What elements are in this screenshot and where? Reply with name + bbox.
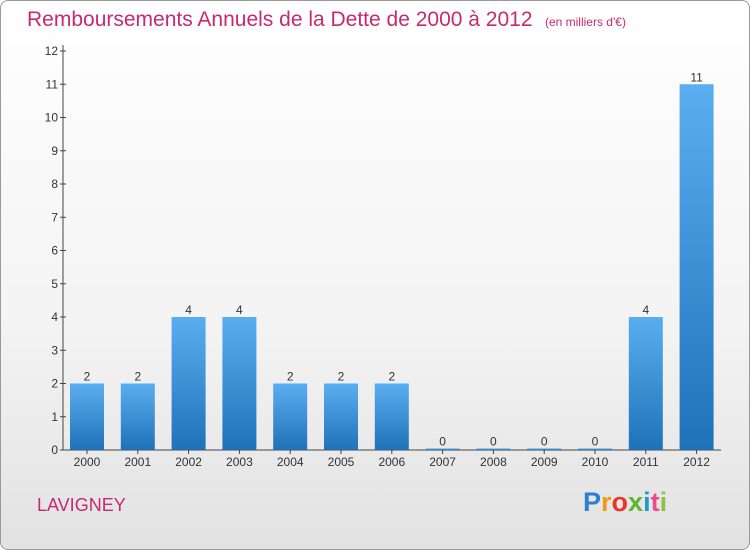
data-label: 2	[134, 370, 141, 384]
x-tick-label: 2003	[226, 455, 253, 469]
bar	[171, 317, 206, 450]
y-tick-label: 9	[51, 144, 58, 158]
bar	[679, 84, 714, 450]
data-label: 4	[185, 303, 192, 317]
y-tick-label: 5	[51, 277, 58, 291]
bar	[374, 383, 409, 450]
commune-name: LAVIGNEY	[37, 495, 126, 515]
y-tick-label: 10	[45, 111, 59, 125]
y-tick-label: 6	[51, 244, 58, 258]
x-tick-label: 2002	[175, 455, 202, 469]
x-tick-label: 2004	[277, 455, 304, 469]
bar	[120, 383, 155, 450]
data-label: 0	[490, 435, 497, 449]
chart-title-unit: (en milliers d'€)	[544, 15, 626, 29]
x-tick-label: 2000	[74, 455, 101, 469]
bar	[578, 448, 612, 450]
logo-letter: t	[650, 487, 660, 517]
proxiti-logo: Proxiti	[583, 487, 667, 518]
x-tick-label: 2001	[124, 455, 151, 469]
bar	[628, 317, 663, 450]
logo-letter: i	[643, 487, 651, 517]
bar	[527, 448, 562, 450]
logo-letter: r	[601, 487, 612, 517]
logo-letter: x	[628, 487, 644, 517]
bar	[476, 448, 511, 450]
bar	[273, 383, 308, 450]
data-label: 2	[84, 370, 91, 384]
data-label: 0	[541, 435, 548, 449]
x-tick-label: 2006	[378, 455, 405, 469]
chart-title-main: Remboursements Annuels de la Dette de 20…	[27, 8, 533, 31]
y-tick-label: 0	[51, 443, 58, 457]
y-tick-label: 3	[51, 343, 58, 357]
data-label: 0	[592, 435, 599, 449]
data-label: 11	[690, 70, 703, 84]
logo-letter: o	[611, 487, 629, 517]
chart-title: Remboursements Annuels de la Dette de 20…	[27, 8, 626, 32]
x-tick-label: 2005	[328, 455, 355, 469]
data-label: 4	[236, 303, 243, 317]
data-label: 2	[338, 370, 345, 384]
logo-letter: i	[659, 487, 668, 517]
y-tick-label: 4	[51, 310, 58, 324]
data-label: 2	[287, 370, 294, 384]
bar	[70, 383, 104, 450]
y-tick-label: 1	[51, 410, 58, 424]
y-tick-label: 7	[51, 210, 58, 224]
y-tick-label: 11	[46, 77, 59, 91]
y-tick-label: 2	[51, 377, 58, 391]
x-tick-label: 2008	[480, 455, 507, 469]
bar	[222, 317, 257, 450]
bar	[425, 448, 460, 450]
y-tick-label: 8	[51, 177, 58, 191]
data-label: 0	[439, 435, 446, 449]
x-tick-label: 2012	[683, 455, 710, 469]
data-label: 4	[642, 303, 649, 317]
data-label: 2	[388, 370, 395, 384]
x-tick-label: 2010	[582, 455, 609, 469]
y-tick-label: 12	[45, 44, 59, 58]
bar	[324, 383, 358, 450]
x-tick-label: 2007	[429, 455, 456, 469]
x-tick-label: 2011	[633, 455, 659, 469]
x-tick-label: 2009	[531, 455, 558, 469]
logo-letter: P	[583, 487, 602, 517]
